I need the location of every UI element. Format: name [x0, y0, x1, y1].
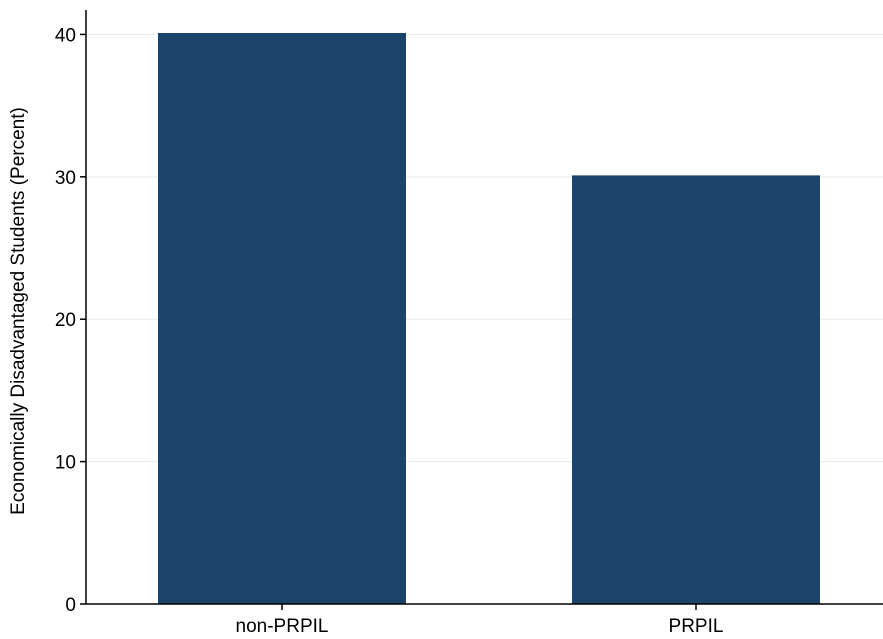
x-tick-label: PRPIL: [669, 616, 724, 637]
x-axis-ticks: non-PRPIL PRPIL: [236, 604, 724, 637]
y-tick-label: 10: [55, 453, 76, 474]
bar-non-prpil: [158, 33, 406, 604]
y-tick-label: 0: [65, 595, 76, 616]
y-tick-label: 20: [55, 310, 76, 331]
y-tick-label: 40: [55, 25, 76, 46]
y-axis-ticks: 0 10 20 30 40: [55, 25, 86, 616]
axes: [85, 10, 883, 605]
bars: [158, 33, 820, 604]
x-tick-label: non-PRPIL: [236, 616, 329, 637]
y-axis-title: Economically Disadvantaged Students (Per…: [8, 107, 29, 515]
bar-prpil: [572, 175, 820, 604]
y-tick-label: 30: [55, 168, 76, 189]
